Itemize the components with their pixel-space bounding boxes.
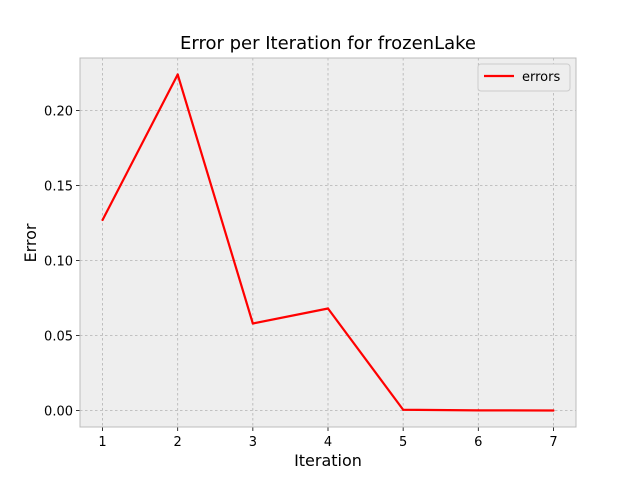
data-point — [176, 73, 179, 76]
data-point — [251, 322, 254, 325]
data-point — [101, 218, 104, 222]
legend-label-errors: errors — [522, 70, 560, 85]
x-tick-label: 7 — [549, 435, 557, 450]
x-tick-label: 3 — [249, 435, 257, 450]
x-axis-ticks: 1 2 3 4 5 6 7 — [98, 427, 558, 450]
y-axis-ticks: 0.00 0.05 0.10 0.15 0.20 — [44, 105, 80, 420]
grid — [80, 58, 576, 427]
data-point — [326, 307, 330, 310]
x-axis-label: Iteration — [294, 451, 362, 470]
y-tick-label: 0.10 — [44, 255, 73, 270]
y-tick-label: 0.20 — [44, 105, 73, 120]
legend-box — [477, 63, 571, 92]
y-tick-label: 0.15 — [44, 180, 73, 195]
data-point — [477, 409, 480, 412]
y-tick-label: 0.00 — [44, 405, 73, 420]
x-tick-label: 1 — [98, 435, 106, 450]
data-point — [402, 408, 405, 411]
legend: errors — [477, 63, 571, 92]
chart-title: Error per Iteration for frozenLake — [180, 33, 476, 54]
x-tick-label: 4 — [324, 435, 332, 450]
data-point — [552, 409, 555, 412]
x-tick-label: 6 — [474, 435, 482, 450]
x-tick-label: 2 — [174, 435, 182, 450]
series-layer — [101, 73, 555, 412]
y-tick-label: 0.05 — [44, 330, 73, 345]
x-tick-label: 5 — [399, 435, 407, 450]
y-axis-label: Error — [21, 223, 40, 262]
plot-frame — [79, 57, 577, 428]
